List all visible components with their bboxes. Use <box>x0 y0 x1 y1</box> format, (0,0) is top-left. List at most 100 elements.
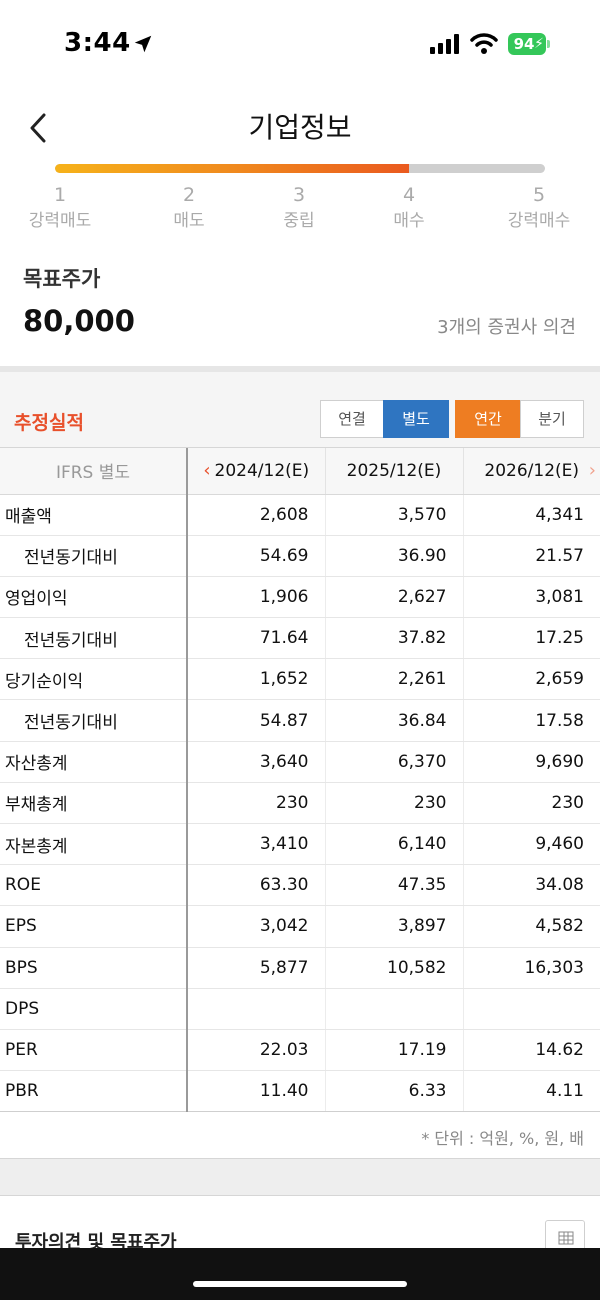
section-divider <box>0 366 600 372</box>
table-cell: 3,042 <box>187 905 326 948</box>
table-cell: 6.33 <box>325 1070 464 1113</box>
table-row: 자산총계 3,640 6,370 9,690 <box>0 741 600 783</box>
invest-opinion-title: 투자의견 및 목표주가 <box>15 1232 177 1253</box>
row-label: 부채총계 <box>0 782 188 825</box>
row-label: PER <box>0 1029 188 1072</box>
table-row: 전년동기대비 54.69 36.90 21.57 <box>0 535 600 577</box>
table-cell: 54.69 <box>187 535 326 577</box>
table-row: BPS 5,877 10,582 16,303 <box>0 947 600 989</box>
separate-toggle[interactable]: 별도 <box>383 400 449 438</box>
table-cell: 2,608 <box>187 494 326 536</box>
table-cell: 3,570 <box>325 494 464 536</box>
column-header-basis: IFRS 별도 <box>0 448 188 495</box>
table-cell: 9,690 <box>463 741 600 783</box>
table-cell: 2,659 <box>463 658 600 701</box>
rating-step-label: 강력매도 <box>28 211 92 231</box>
estimate-table: IFRS 별도 ‹ 2024/12(E) 2025/12(E) 2026/12(E… <box>0 448 600 1113</box>
location-arrow-icon <box>134 35 152 53</box>
status-bar: 3:44 94 ⚡ <box>0 0 600 90</box>
column-header-2024[interactable]: ‹ 2024/12(E) <box>187 448 326 495</box>
table-cell: 1,652 <box>187 658 326 701</box>
quarterly-toggle[interactable]: 분기 <box>520 400 584 438</box>
rating-step: 5 강력매수 <box>484 183 594 235</box>
rating-step: 3 중립 <box>244 183 354 235</box>
chevron-left-icon[interactable]: ‹ <box>203 460 211 482</box>
row-label: PBR <box>0 1070 188 1113</box>
column-header-label: 2024/12(E) <box>214 461 310 482</box>
table-row: PER 22.03 17.19 14.62 <box>0 1029 600 1072</box>
rating-step-label: 강력매수 <box>507 211 571 231</box>
row-label: 자본총계 <box>0 823 188 866</box>
chevron-right-icon[interactable]: › <box>588 460 596 481</box>
rating-step-number: 4 <box>402 184 416 206</box>
estimate-table-body: 매출액 2,608 3,570 4,341 전년동기대비 54.69 36.90 21.57 영… <box>0 494 600 1113</box>
table-cell: 16,303 <box>463 947 600 989</box>
battery-tip <box>547 40 550 48</box>
table-cell <box>463 988 600 1030</box>
table-cell: 1,906 <box>187 576 326 619</box>
rating-step-label: 매도 <box>173 211 205 231</box>
row-label: 전년동기대비 <box>0 535 188 577</box>
table-row: DPS <box>0 988 600 1030</box>
table-cell: 36.90 <box>325 535 464 577</box>
table-cell: 21.57 <box>463 535 600 577</box>
rating-steps: 1 강력매도 2 매도 3 중립 4 매수 5 강력매수 <box>0 183 600 237</box>
row-label: 당기순이익 <box>0 658 188 701</box>
table-header-row: IFRS 별도 ‹ 2024/12(E) 2025/12(E) 2026/12(E… <box>0 448 600 495</box>
table-cell: 2,261 <box>325 658 464 701</box>
row-label: 자산총계 <box>0 741 188 783</box>
table-row: 당기순이익 1,652 2,261 2,659 <box>0 658 600 701</box>
table-grid-icon-graphic <box>558 1231 574 1245</box>
rating-step-label: 중립 <box>283 211 315 231</box>
home-indicator-area <box>0 1248 600 1300</box>
row-label: ROE <box>0 864 188 907</box>
chevron-left-icon[interactable] <box>26 112 50 144</box>
broker-opinion-count[interactable]: 3개의 증권사 의견 <box>437 317 576 338</box>
row-label: EPS <box>0 905 188 948</box>
rating-track <box>55 164 545 173</box>
table-cell: 11.40 <box>187 1070 326 1113</box>
table-row: 영업이익 1,906 2,627 3,081 <box>0 576 600 619</box>
rating-step: 4 매수 <box>354 183 464 235</box>
table-cell: 5,877 <box>187 947 326 989</box>
unit-note: * 단위 : 억원, %, 원, 배 <box>421 1129 584 1148</box>
table-row: 자본총계 3,410 6,140 9,460 <box>0 823 600 866</box>
rating-step-label: 매수 <box>393 211 425 231</box>
table-cell: 17.19 <box>325 1029 464 1072</box>
target-price-label: 목표주가 <box>23 267 101 291</box>
column-header-2026[interactable]: 2026/12(E) › <box>463 448 600 495</box>
table-cell: 22.03 <box>187 1029 326 1072</box>
row-label: 전년동기대비 <box>0 699 188 742</box>
wifi-icon <box>470 33 498 54</box>
home-indicator[interactable] <box>193 1281 407 1287</box>
table-cell: 63.30 <box>187 864 326 907</box>
table-cell: 9,460 <box>463 823 600 866</box>
rating-step: 1 강력매도 <box>5 183 115 235</box>
status-time: 3:44 <box>64 28 131 58</box>
row-label: DPS <box>0 988 188 1030</box>
rating-step-number: 1 <box>53 184 67 206</box>
row-label: 영업이익 <box>0 576 188 619</box>
row-label: 전년동기대비 <box>0 617 188 660</box>
charging-bolt-icon: ⚡ <box>534 36 544 52</box>
table-row: 부채총계 230 230 230 <box>0 782 600 825</box>
row-label: 매출액 <box>0 494 188 536</box>
battery-level: 94 <box>508 33 546 55</box>
table-cell: 230 <box>463 782 600 825</box>
table-row: EPS 3,042 3,897 4,582 <box>0 905 600 948</box>
table-cell: 34.08 <box>463 864 600 907</box>
table-row: 전년동기대비 71.64 37.82 17.25 <box>0 617 600 660</box>
table-cell: 3,897 <box>325 905 464 948</box>
rating-step-number: 2 <box>182 184 196 206</box>
table-row: 매출액 2,608 3,570 4,341 <box>0 494 600 536</box>
annual-toggle[interactable]: 연간 <box>455 400 521 438</box>
table-cell: 6,140 <box>325 823 464 866</box>
estimate-title: 추정실적 <box>14 412 84 434</box>
consolidated-toggle[interactable]: 연결 <box>320 400 384 438</box>
section-divider <box>0 1158 600 1196</box>
column-header-label: 2026/12(E) <box>484 460 580 481</box>
table-cell: 14.62 <box>463 1029 600 1072</box>
table-cell: 71.64 <box>187 617 326 660</box>
table-cell: 17.25 <box>463 617 600 660</box>
table-cell: 17.58 <box>463 699 600 742</box>
